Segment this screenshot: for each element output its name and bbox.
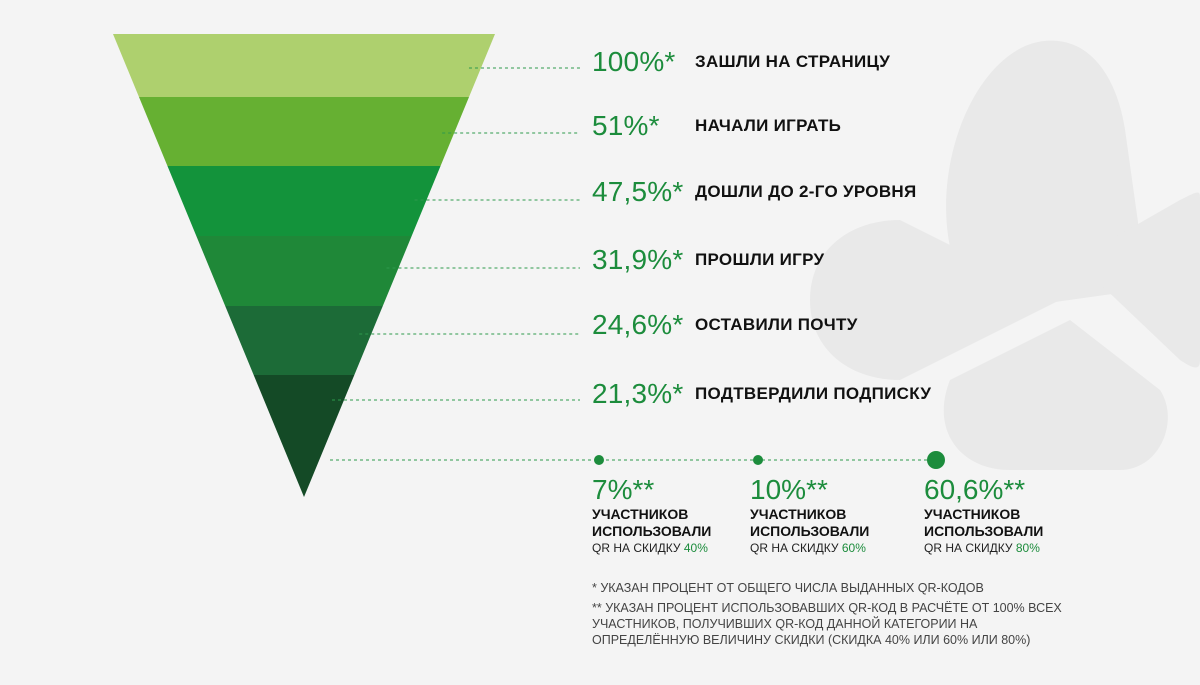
stage-percent: 100%* [592, 46, 676, 77]
qr-usage-block: 10%** УЧАСТНИКОВ ИСПОЛЬЗОВАЛИ QR НА СКИД… [750, 474, 869, 557]
funnel-segment [196, 236, 412, 306]
qr-usage-dot [753, 455, 763, 465]
stage-label: ЗАШЛИ НА СТРАНИЦУ [695, 52, 891, 71]
stage-label: ПРОШЛИ ИГРУ [695, 250, 825, 269]
qr-usage-discount: QR НА СКИДКУ 80% [924, 540, 1043, 557]
qr-usage-percent: 60,6%** [924, 474, 1026, 505]
qr-usage-line1: УЧАСТНИКОВ [750, 506, 847, 522]
funnel-stage-row: 47,5%* ДОШЛИ ДО 2-ГО УРОВНЯ [592, 172, 917, 212]
funnel-stage-row: 31,9%* ПРОШЛИ ИГРУ [592, 240, 824, 280]
funnel-stage-row: 24,6%* ОСТАВИЛИ ПОЧТУ [592, 305, 858, 345]
stage-label: ДОШЛИ ДО 2-ГО УРОВНЯ [695, 182, 917, 201]
funnel-stage-row: 21,3%* ПОДТВЕРДИЛИ ПОДПИСКУ [592, 374, 931, 414]
funnel-segment [138, 97, 470, 166]
qr-discount-label: QR НА СКИДКУ [750, 541, 839, 555]
qr-usage-line1: УЧАСТНИКОВ [924, 506, 1021, 522]
footnote-double-star: ** УКАЗАН ПРОЦЕНТ ИСПОЛЬЗОВАВШИХ QR-КОД … [592, 601, 1062, 647]
qr-usage-percent: 7%** [592, 474, 655, 505]
qr-usage-percent: 10%** [750, 474, 828, 505]
stage-percent: 31,9%* [592, 244, 684, 275]
funnel-segment [253, 375, 355, 497]
qr-usage-block: 60,6%** УЧАСТНИКОВ ИСПОЛЬЗОВАЛИ QR НА СК… [924, 474, 1043, 557]
stage-label: НАЧАЛИ ИГРАТЬ [695, 116, 842, 135]
stage-percent: 21,3%* [592, 378, 684, 409]
qr-usage-dot [927, 451, 945, 469]
qr-usage-block: 7%** УЧАСТНИКОВ ИСПОЛЬЗОВАЛИ QR НА СКИДК… [592, 474, 711, 557]
footnotes: * УКАЗАН ПРОЦЕНТ ОТ ОБЩЕГО ЧИСЛА ВЫДАННЫ… [592, 580, 1062, 652]
qr-usage-discount: QR НА СКИДКУ 60% [750, 540, 869, 557]
qr-usage-dot [594, 455, 604, 465]
footnote-single-star: * УКАЗАН ПРОЦЕНТ ОТ ОБЩЕГО ЧИСЛА ВЫДАННЫ… [592, 581, 984, 595]
qr-discount-label: QR НА СКИДКУ [924, 541, 1013, 555]
qr-discount-label: QR НА СКИДКУ [592, 541, 681, 555]
stage-percent: 47,5%* [592, 176, 684, 207]
qr-usage-discount: QR НА СКИДКУ 40% [592, 540, 711, 557]
funnel-stage-row: 51%* НАЧАЛИ ИГРАТЬ [592, 106, 841, 146]
funnel-segment [225, 306, 383, 375]
qr-usage-line2: ИСПОЛЬЗОВАЛИ [750, 523, 870, 539]
qr-usage-line1: УЧАСТНИКОВ [592, 506, 689, 522]
qr-discount-value: 40% [683, 541, 708, 555]
funnel-segment [113, 34, 495, 97]
stage-percent: 51%* [592, 110, 660, 141]
stage-percent: 24,6%* [592, 309, 684, 340]
qr-usage-line2: ИСПОЛЬЗОВАЛИ [924, 523, 1044, 539]
qr-discount-value: 80% [1015, 541, 1040, 555]
stage-label: ОСТАВИЛИ ПОЧТУ [695, 315, 858, 334]
qr-usage-line2: ИСПОЛЬЗОВАЛИ [592, 523, 712, 539]
funnel-stage-row: 100%* ЗАШЛИ НА СТРАНИЦУ [592, 42, 890, 82]
funnel-segment [167, 166, 441, 236]
stage-label: ПОДТВЕРДИЛИ ПОДПИСКУ [695, 384, 932, 403]
qr-discount-value: 60% [841, 541, 866, 555]
